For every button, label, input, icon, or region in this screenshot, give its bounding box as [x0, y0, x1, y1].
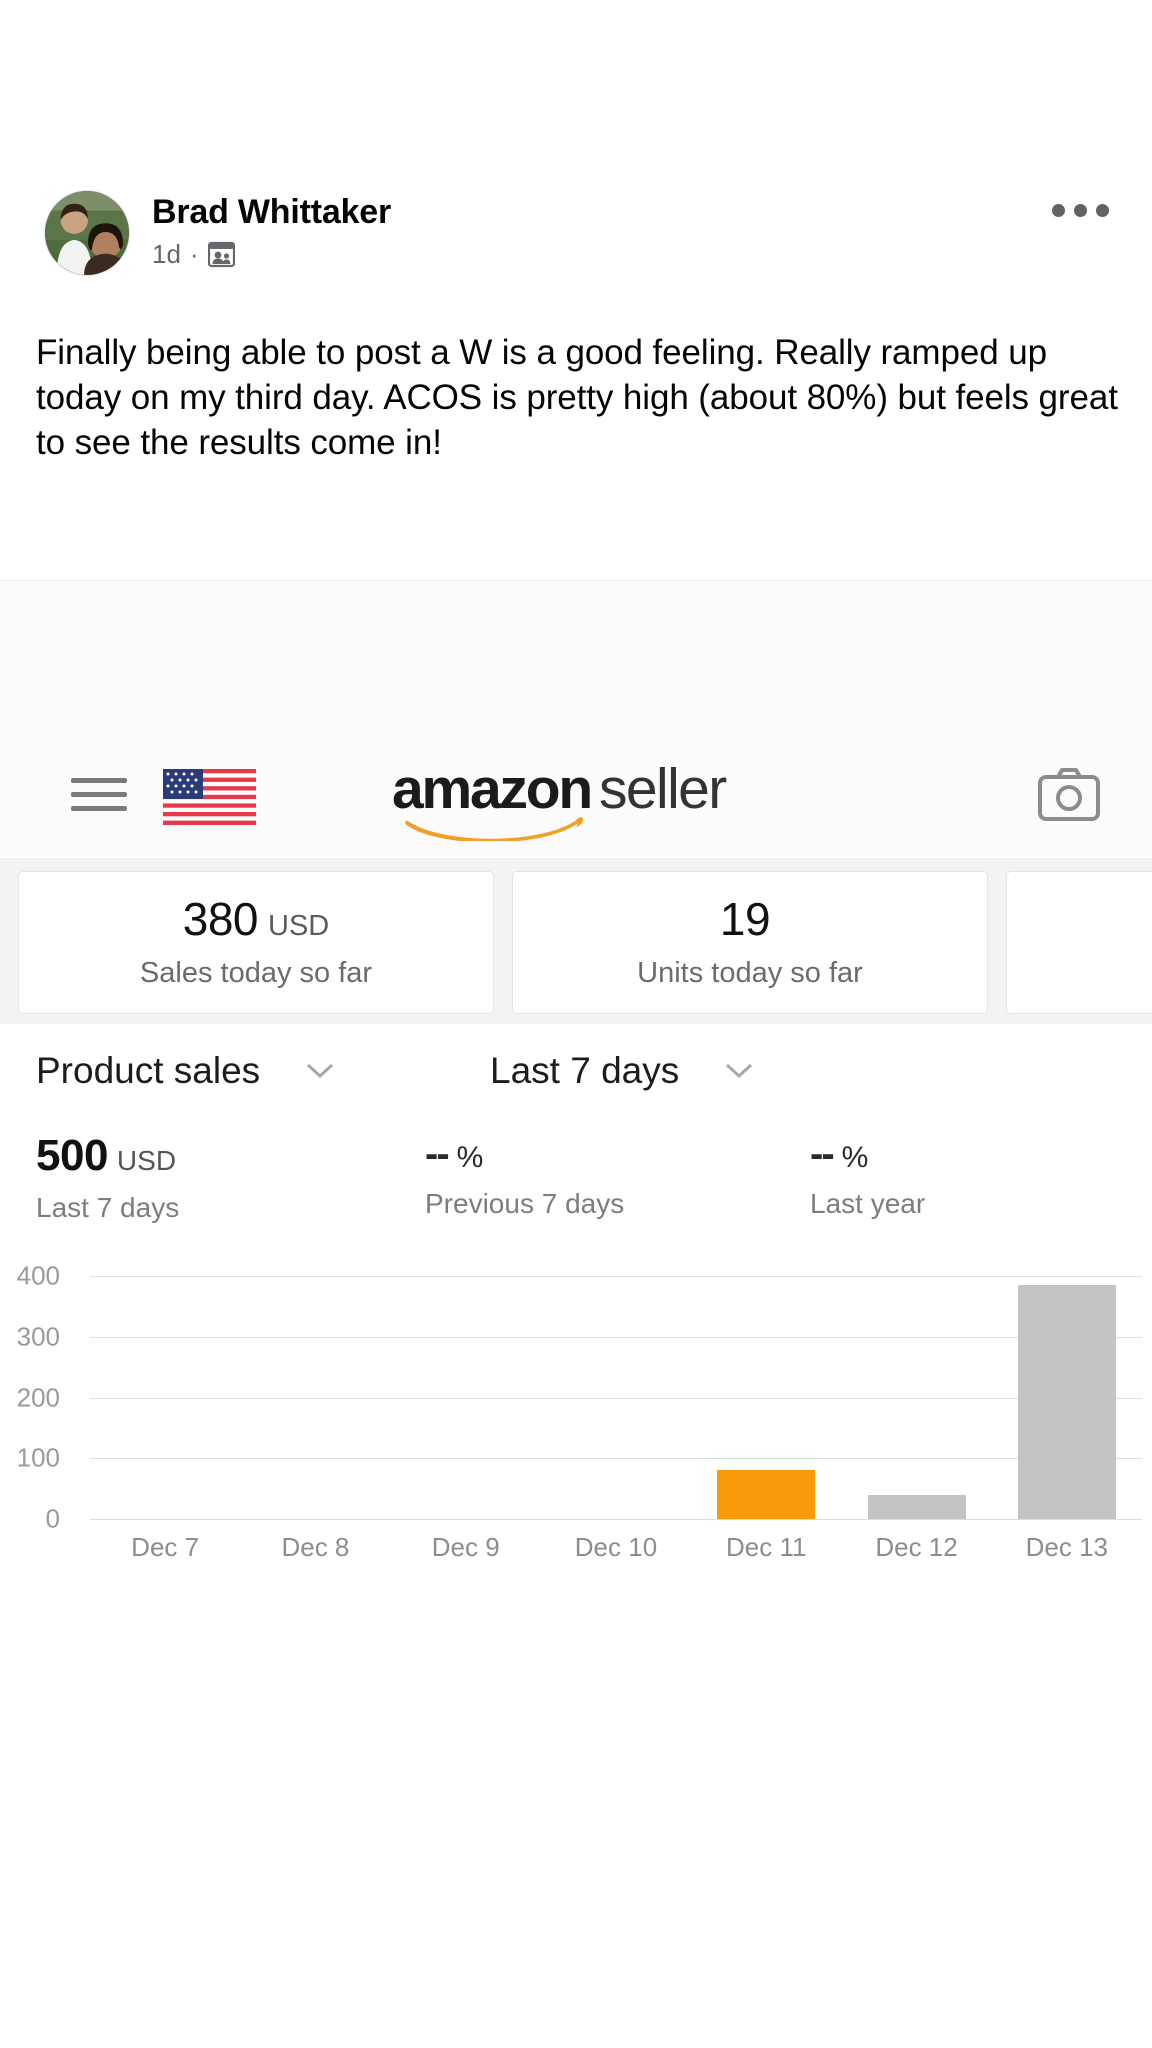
stat-value: -- % [425, 1134, 624, 1174]
product-sales-bar-chart[interactable]: 400 300 200 100 0 Dec 7 Dec 8 Dec 9 Dec 10 Dec 1… [0, 1261, 1152, 1580]
bar-slot [691, 1276, 841, 1519]
stat-label: Previous 7 days [425, 1188, 625, 1219]
bar-slot [391, 1276, 541, 1519]
logo-seller-text: seller [599, 757, 727, 821]
chevron-down-icon [725, 1063, 753, 1079]
kpi-label: Sales today so far [139, 956, 373, 989]
kpi-number: 19 [719, 892, 771, 945]
post-attachment-image[interactable]: amazon seller [0, 580, 1152, 1580]
chart-bar[interactable] [1017, 1285, 1116, 1519]
chart-x-axis-labels: Dec 7 Dec 8 Dec 9 Dec 10 Dec 11 Dec 12 Dec 13 [90, 1532, 1142, 1563]
stat-number: 500 [36, 1131, 108, 1180]
bar-slot [541, 1276, 691, 1519]
kpi-card-customers-partial[interactable]: - Cu [1006, 871, 1152, 1014]
y-axis-tick-label: 100 [16, 1442, 60, 1473]
post-body-text: Finally being able to post a W is a good… [36, 333, 1118, 462]
post-meta: 1d · [152, 239, 391, 269]
gridline [90, 1336, 1142, 1338]
kpi-card-units-today[interactable]: 19 Units today so far [512, 871, 988, 1014]
chart-bar[interactable] [867, 1494, 966, 1519]
post-header: Brad Whittaker 1d · [0, 168, 1152, 288]
amazon-smile-icon [404, 807, 584, 841]
post-timestamp[interactable]: 1d [152, 239, 181, 269]
avatar[interactable] [44, 190, 130, 276]
author-block: Brad Whittaker 1d · [152, 192, 391, 269]
date-range-selector-label: Last 7 days [490, 1050, 680, 1091]
more-options-icon[interactable] [1044, 188, 1116, 232]
kpi-value: 380 USD [183, 896, 329, 942]
x-axis-tick-label: Dec 8 [281, 1532, 350, 1562]
metric-selector-label: Product sales [36, 1050, 261, 1091]
kpi-card-sales-today[interactable]: 380 USD Sales today so far [18, 871, 494, 1014]
bar-slot [240, 1276, 390, 1519]
us-flag-icon[interactable] [163, 769, 256, 825]
stat-unit: % [841, 1141, 869, 1174]
meta-separator: · [189, 239, 199, 269]
x-axis-tick-label: Dec 12 [875, 1532, 958, 1562]
stat-number: -- [425, 1132, 450, 1176]
chart-bars [90, 1276, 1142, 1519]
bar-slot [992, 1276, 1142, 1519]
x-axis-tick-label: Dec 13 [1025, 1532, 1109, 1562]
stat-value: -- % [810, 1134, 925, 1174]
stat-last-year: -- % Last year [810, 1134, 925, 1220]
gridline [90, 1519, 1142, 1520]
friends-icon[interactable] [207, 241, 235, 268]
stat-unit: USD [116, 1145, 177, 1176]
kpi-number: 380 [182, 892, 259, 945]
chart-bar[interactable] [717, 1470, 816, 1519]
amazon-seller-logo[interactable]: amazon seller [392, 757, 792, 847]
product-sales-panel: Product sales Last 7 days [0, 1024, 1152, 1580]
y-axis-tick-label: 0 [45, 1503, 60, 1534]
gridline [90, 1397, 1142, 1399]
x-axis-tick-label: Dec 9 [431, 1532, 500, 1562]
x-axis-tick-label: Dec 10 [574, 1532, 658, 1562]
y-axis-tick-label: 300 [16, 1321, 60, 1352]
y-axis-tick-label: 200 [16, 1382, 60, 1412]
gridline [90, 1276, 1142, 1277]
stat-previous-period: -- % Previous 7 days [425, 1134, 624, 1220]
kpi-label: Units today so far [637, 956, 863, 989]
app-top-bar: amazon seller [0, 581, 1152, 860]
stat-current-period: 500 USD Last 7 days [36, 1134, 179, 1224]
metric-selector[interactable]: Product sales [36, 1046, 334, 1096]
gridline [90, 1458, 1142, 1460]
stat-label: Last 7 days [36, 1192, 180, 1223]
x-axis-tick-label: Dec 7 [131, 1532, 200, 1562]
bar-slot [90, 1276, 240, 1519]
stat-label: Last year [810, 1188, 926, 1219]
logo-amazon-text: amazon [392, 757, 593, 821]
kpi-card-strip[interactable]: 380 USD Sales today so far 19 Units toda… [0, 861, 1152, 1024]
y-axis-tick-label: 400 [16, 1260, 60, 1291]
stat-unit: % [456, 1141, 484, 1174]
stat-number: -- [810, 1132, 835, 1176]
author-name[interactable]: Brad Whittaker [152, 193, 392, 231]
stats-row: 500 USD Last 7 days -- % Previous 7 days… [0, 1134, 1152, 1234]
camera-icon[interactable] [1038, 767, 1100, 823]
selector-row: Product sales Last 7 days [0, 1046, 1152, 1108]
x-axis-tick-label: Dec 11 [726, 1532, 807, 1562]
kpi-value: 19 [720, 896, 780, 942]
chart-plot-area: 400 300 200 100 0 [17, 1261, 1142, 1534]
stat-value: 500 USD [36, 1134, 179, 1178]
date-range-selector[interactable]: Last 7 days [490, 1046, 753, 1096]
chevron-down-icon [306, 1063, 334, 1079]
kpi-unit: USD [268, 909, 330, 942]
bar-slot [841, 1276, 991, 1519]
hamburger-menu-icon[interactable] [71, 773, 127, 817]
